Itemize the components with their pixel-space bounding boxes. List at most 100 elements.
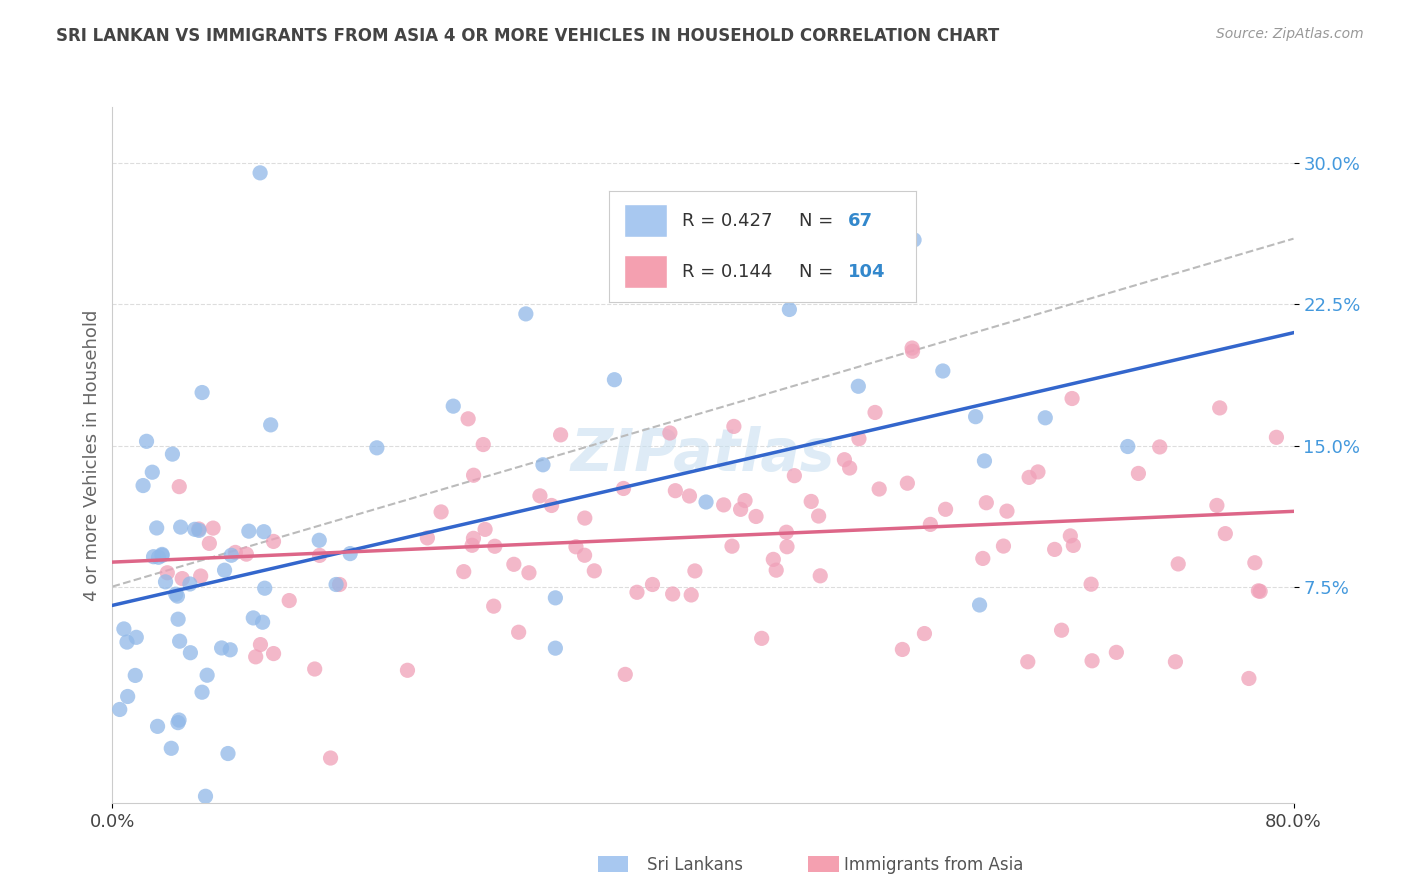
Point [868, 482, 890, 496]
Point [1050, 624, 1073, 638]
Point [156, 566, 179, 580]
Point [160, 741, 183, 756]
Point [647, 241, 671, 255]
Point [461, 538, 484, 552]
Point [681, 588, 703, 602]
Point [626, 585, 648, 599]
Point [1243, 556, 1265, 570]
Y-axis label: 4 or more Vehicles in Household: 4 or more Vehicles in Household [83, 310, 101, 600]
Point [1105, 645, 1128, 659]
Point [263, 534, 285, 549]
Point [135, 434, 157, 449]
Point [775, 525, 797, 540]
Point [658, 425, 681, 440]
Point [202, 521, 225, 535]
Point [863, 405, 886, 419]
Point [540, 499, 562, 513]
Point [734, 493, 756, 508]
Point [252, 615, 274, 630]
Point [253, 524, 276, 539]
Point [995, 504, 1018, 518]
Point [1062, 392, 1084, 406]
Point [565, 540, 588, 554]
Point [914, 626, 936, 640]
Point [150, 549, 173, 563]
Point [531, 458, 554, 472]
Point [1062, 538, 1084, 552]
Point [184, 522, 207, 536]
Point [253, 581, 276, 595]
Point [146, 719, 169, 733]
Point [181, 864, 204, 879]
Point [463, 468, 485, 483]
Text: Sri Lankans: Sri Lankans [647, 856, 742, 874]
Point [191, 685, 214, 699]
Point [162, 447, 184, 461]
Bar [624, 204, 666, 237]
Point [1026, 465, 1049, 479]
Point [124, 668, 146, 682]
Bar [624, 255, 666, 288]
Point [179, 577, 201, 591]
Point [574, 548, 596, 562]
Point [167, 612, 190, 626]
Point [544, 641, 567, 656]
Point [1167, 557, 1189, 571]
Point [517, 566, 540, 580]
Point [260, 417, 283, 432]
Text: 104: 104 [848, 263, 886, 281]
Point [721, 539, 744, 553]
Point [482, 599, 505, 614]
Point [896, 476, 918, 491]
Point [515, 307, 537, 321]
Point [167, 715, 190, 730]
Text: ZIPatlas: ZIPatlas [571, 426, 835, 483]
Point [848, 432, 870, 446]
Point [155, 574, 177, 589]
Point [249, 638, 271, 652]
Point [117, 690, 139, 704]
Point [903, 233, 925, 247]
Point [751, 632, 773, 646]
Point [976, 496, 998, 510]
Point [776, 540, 799, 554]
Point [191, 385, 214, 400]
Point [242, 611, 264, 625]
Point [762, 552, 785, 566]
Point [973, 454, 995, 468]
Point [430, 505, 453, 519]
Point [683, 564, 706, 578]
Point [214, 563, 236, 577]
Point [112, 622, 135, 636]
Point [695, 495, 717, 509]
Point [484, 539, 506, 553]
Text: R = 0.427: R = 0.427 [682, 211, 773, 229]
Point [145, 521, 167, 535]
Point [583, 564, 606, 578]
Point [190, 569, 212, 583]
Point [366, 441, 388, 455]
Point [150, 548, 173, 562]
Point [453, 565, 475, 579]
Text: SRI LANKAN VS IMMIGRANTS FROM ASIA 4 OR MORE VEHICLES IN HOUSEHOLD CORRELATION C: SRI LANKAN VS IMMIGRANTS FROM ASIA 4 OR … [56, 27, 1000, 45]
Point [219, 642, 242, 657]
Point [211, 640, 233, 655]
Point [807, 509, 830, 524]
Point [1237, 672, 1260, 686]
Point [1149, 440, 1171, 454]
Point [457, 412, 479, 426]
Point [920, 517, 942, 532]
Point [1059, 529, 1081, 543]
Text: R = 0.144: R = 0.144 [682, 263, 772, 281]
Point [529, 489, 551, 503]
Point [800, 494, 823, 508]
Point [1043, 542, 1066, 557]
Point [661, 587, 683, 601]
Point [441, 399, 464, 413]
Point [325, 577, 347, 591]
Point [474, 522, 496, 536]
Point [194, 789, 217, 804]
Point [278, 593, 301, 607]
Point [195, 668, 218, 682]
Point [141, 465, 163, 479]
